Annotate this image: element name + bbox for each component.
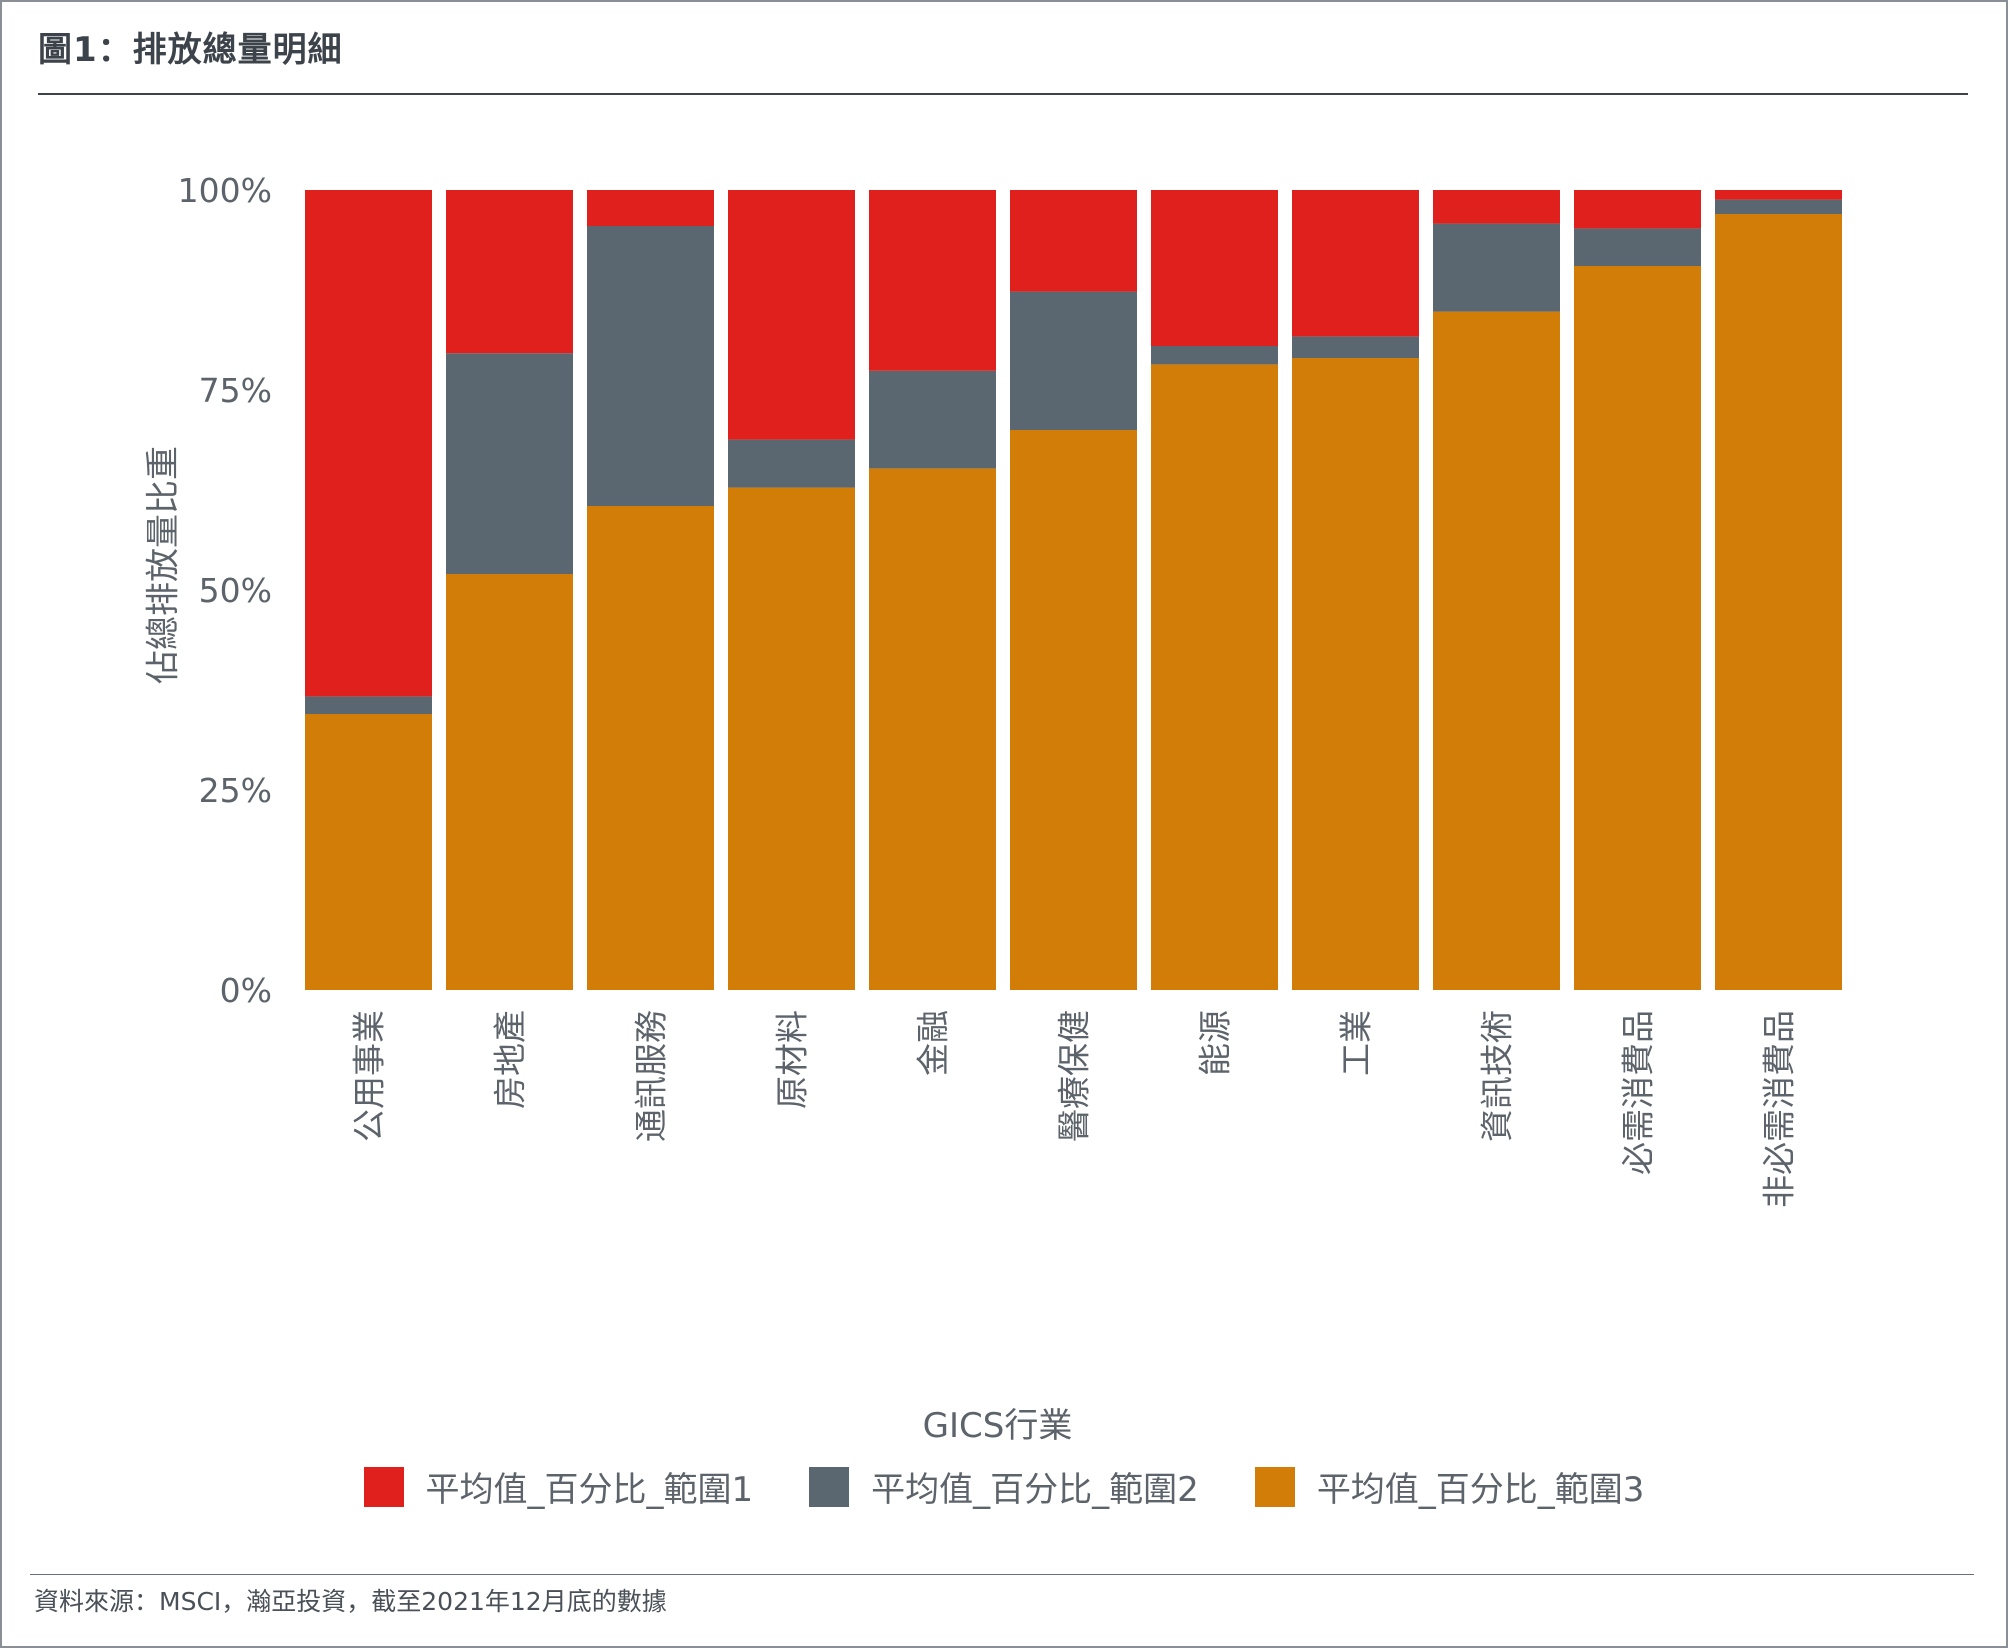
y-axis-title: 佔總排放量比重	[143, 446, 184, 684]
bar-segment-scope1	[305, 190, 432, 697]
legend-swatch-scope1	[363, 1466, 404, 1507]
x-axis-title: GICS行業	[922, 1406, 1073, 1446]
legend-item-scope2: 平均值_百分比_範圍2	[809, 1462, 1199, 1511]
bar-segment-scope1	[1574, 190, 1701, 229]
x-tick-label: 通訊服務	[632, 1010, 671, 1142]
bar-segment-scope3	[587, 506, 714, 990]
bar-segment-scope3	[305, 714, 432, 990]
y-tick-label: 25%	[199, 771, 272, 810]
x-tick-label: 必需消費品	[1619, 1010, 1658, 1175]
x-tick-label: 醫療保健	[1055, 1010, 1094, 1142]
bar-segment-scope1	[1433, 190, 1560, 224]
bar-segment-scope1	[869, 190, 996, 371]
legend-label-scope2: 平均值_百分比_範圍2	[871, 1470, 1199, 1510]
x-tick-label: 能源	[1196, 1010, 1235, 1076]
x-tick-label: 房地產	[491, 1010, 530, 1109]
bar-segment-scope3	[1292, 358, 1419, 990]
bar-segment-scope1	[446, 190, 573, 354]
x-tick-label: 金融	[914, 1010, 953, 1076]
legend-swatch-scope3	[1254, 1466, 1295, 1507]
bar-segment-scope3	[1574, 266, 1701, 990]
chart-legend: 平均值_百分比_範圍1 平均值_百分比_範圍2 平均值_百分比_範圍3	[0, 1462, 2008, 1511]
source-note: 資料來源：MSCI，瀚亞投資，截至2021年12月底的數據	[34, 1587, 667, 1616]
legend-swatch-scope2	[809, 1466, 850, 1507]
bar-segment-scope3	[1715, 214, 1842, 990]
bar-segment-scope2	[1010, 291, 1137, 430]
bar-segment-scope2	[728, 439, 855, 488]
bar-segment-scope2	[587, 226, 714, 506]
y-tick-label: 0%	[220, 971, 272, 1010]
y-tick-label: 100%	[178, 171, 272, 210]
bar-segment-scope1	[1010, 190, 1137, 292]
bar-segment-scope2	[1574, 228, 1701, 266]
legend-label-scope3: 平均值_百分比_範圍3	[1316, 1470, 1645, 1510]
bar-segment-scope3	[446, 574, 573, 990]
bar-segment-scope2	[869, 370, 996, 469]
bar-segment-scope1	[1292, 190, 1419, 337]
x-tick-label: 非必需消費品	[1760, 1010, 1799, 1208]
bar-segment-scope1	[728, 190, 855, 440]
x-tick-label: 公用事業	[350, 1010, 389, 1142]
bar-segment-scope3	[1433, 311, 1560, 991]
bar-segment-scope3	[1151, 364, 1278, 990]
bar-segment-scope3	[1010, 430, 1137, 990]
bar-segment-scope2	[1151, 346, 1278, 365]
bar-segment-scope1	[1715, 190, 1842, 200]
bar-segment-scope1	[1151, 190, 1278, 346]
x-tick-label: 原材料	[773, 1010, 812, 1109]
figure-title: 圖1：排放總量明細	[38, 30, 343, 70]
bar-segment-scope2	[446, 353, 573, 574]
bar-segment-scope1	[587, 190, 714, 226]
bar-segment-scope2	[1715, 199, 1842, 214]
title-divider	[38, 93, 1968, 95]
y-tick-label: 75%	[199, 371, 272, 410]
x-tick-label: 資訊技術	[1478, 1010, 1517, 1142]
bar-segment-scope2	[1292, 336, 1419, 358]
legend-label-scope1: 平均值_百分比_範圍1	[425, 1470, 754, 1510]
bar-segment-scope2	[305, 696, 432, 714]
bar-segment-scope3	[728, 487, 855, 990]
y-tick-label: 50%	[199, 571, 272, 610]
legend-item-scope1: 平均值_百分比_範圍1	[363, 1462, 754, 1511]
footer-divider	[30, 1574, 1974, 1575]
legend-item-scope3: 平均值_百分比_範圍3	[1254, 1462, 1645, 1511]
bar-segment-scope3	[869, 468, 996, 990]
x-tick-label: 工業	[1337, 1010, 1376, 1076]
bar-segment-scope2	[1433, 223, 1560, 312]
